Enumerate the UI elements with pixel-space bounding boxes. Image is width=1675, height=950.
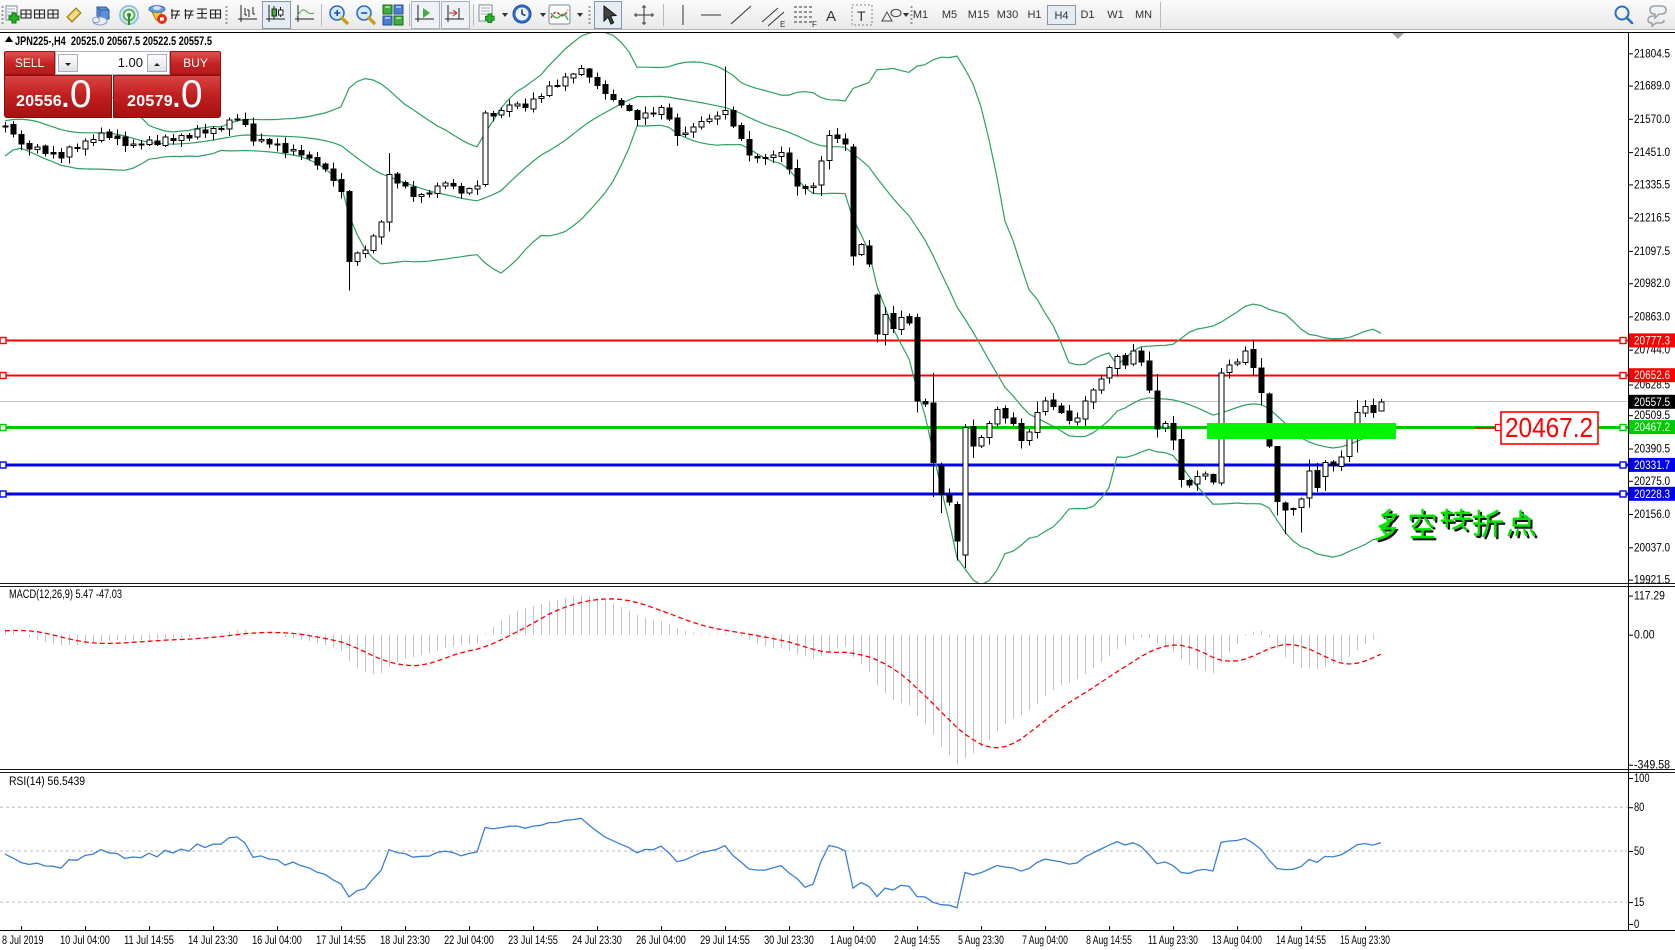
svg-text:117.29: 117.29 bbox=[1634, 591, 1665, 603]
svg-text:20863.0: 20863.0 bbox=[1634, 311, 1670, 323]
svg-text:26 Jul 04:00: 26 Jul 04:00 bbox=[636, 935, 686, 947]
svg-text:18 Jul 23:30: 18 Jul 23:30 bbox=[380, 935, 430, 947]
svg-text:30 Jul 23:30: 30 Jul 23:30 bbox=[764, 935, 814, 947]
svg-text:21335.5: 21335.5 bbox=[1634, 179, 1670, 191]
svg-text:20331.7: 20331.7 bbox=[1634, 460, 1670, 472]
svg-text:7 Aug 04:00: 7 Aug 04:00 bbox=[1022, 935, 1068, 947]
svg-text:20467.2: 20467.2 bbox=[1634, 422, 1670, 434]
svg-text:20156.0: 20156.0 bbox=[1634, 509, 1670, 521]
svg-text:22 Jul 04:00: 22 Jul 04:00 bbox=[444, 935, 494, 947]
svg-text:20557.5: 20557.5 bbox=[1634, 397, 1670, 409]
svg-text:21570.0: 21570.0 bbox=[1634, 114, 1670, 126]
svg-text:8 Aug 14:55: 8 Aug 14:55 bbox=[1086, 935, 1132, 947]
svg-text:RSI(14) 56.5439: RSI(14) 56.5439 bbox=[9, 776, 85, 788]
svg-text:24 Jul 23:30: 24 Jul 23:30 bbox=[572, 935, 622, 947]
svg-text:21097.5: 21097.5 bbox=[1634, 246, 1670, 258]
svg-text:100: 100 bbox=[1634, 773, 1650, 785]
svg-text:A: A bbox=[826, 8, 836, 25]
svg-text:50: 50 bbox=[1634, 846, 1644, 858]
svg-text:2 Aug 14:55: 2 Aug 14:55 bbox=[894, 935, 940, 947]
svg-text:1 Aug 04:00: 1 Aug 04:00 bbox=[830, 935, 876, 947]
svg-text:8 Jul 2019: 8 Jul 2019 bbox=[2, 935, 44, 947]
svg-text:13 Aug 04:00: 13 Aug 04:00 bbox=[1212, 935, 1262, 947]
svg-text:17 Jul 14:55: 17 Jul 14:55 bbox=[316, 935, 366, 947]
svg-text:20982.0: 20982.0 bbox=[1634, 278, 1670, 290]
svg-text:20037.0: 20037.0 bbox=[1634, 542, 1670, 554]
svg-text:0: 0 bbox=[1634, 919, 1639, 931]
svg-text:14 Jul 23:30: 14 Jul 23:30 bbox=[188, 935, 238, 947]
svg-text:80: 80 bbox=[1634, 802, 1644, 814]
svg-text:21804.5: 21804.5 bbox=[1634, 48, 1670, 60]
svg-text:20390.5: 20390.5 bbox=[1634, 444, 1670, 456]
svg-text:JPN225-,H4 20525.0 20567.5 20: JPN225-,H4 20525.0 20567.5 20522.5 20557… bbox=[15, 34, 212, 48]
svg-text:21689.0: 21689.0 bbox=[1634, 81, 1670, 93]
svg-text:-349.58: -349.58 bbox=[1634, 760, 1670, 772]
svg-text:15: 15 bbox=[1634, 897, 1644, 909]
svg-text:20275.0: 20275.0 bbox=[1634, 476, 1670, 488]
svg-text:20509.5: 20509.5 bbox=[1634, 410, 1670, 422]
svg-text:11 Aug 23:30: 11 Aug 23:30 bbox=[1148, 935, 1198, 947]
svg-text:20628.5: 20628.5 bbox=[1634, 380, 1670, 392]
svg-text:11 Jul 14:55: 11 Jul 14:55 bbox=[124, 935, 174, 947]
svg-text:0.00: 0.00 bbox=[1634, 630, 1655, 642]
svg-text:E: E bbox=[780, 20, 785, 29]
svg-text:5 Aug 23:30: 5 Aug 23:30 bbox=[958, 935, 1004, 947]
svg-text:29 Jul 14:55: 29 Jul 14:55 bbox=[700, 935, 750, 947]
svg-text:20744.0: 20744.0 bbox=[1634, 345, 1670, 357]
svg-text:T: T bbox=[857, 8, 866, 24]
svg-text:21451.0: 21451.0 bbox=[1634, 147, 1670, 159]
svg-text:19921.5: 19921.5 bbox=[1634, 575, 1670, 587]
svg-text:14 Aug 14:55: 14 Aug 14:55 bbox=[1276, 935, 1326, 947]
svg-text:20228.3: 20228.3 bbox=[1634, 489, 1670, 501]
svg-text:23 Jul 14:55: 23 Jul 14:55 bbox=[508, 935, 558, 947]
svg-text:20777.3: 20777.3 bbox=[1634, 335, 1670, 347]
svg-text:10 Jul 04:00: 10 Jul 04:00 bbox=[60, 935, 110, 947]
svg-text:21216.5: 21216.5 bbox=[1634, 213, 1670, 225]
svg-text:20467.2: 20467.2 bbox=[1505, 412, 1593, 443]
svg-text:F: F bbox=[812, 20, 817, 29]
svg-text:MACD(12,26,9) 5.47 -47.03: MACD(12,26,9) 5.47 -47.03 bbox=[9, 589, 122, 601]
svg-text:20652.6: 20652.6 bbox=[1634, 370, 1670, 382]
svg-text:15 Aug 23:30: 15 Aug 23:30 bbox=[1340, 935, 1390, 947]
svg-text:16 Jul 04:00: 16 Jul 04:00 bbox=[252, 935, 302, 947]
